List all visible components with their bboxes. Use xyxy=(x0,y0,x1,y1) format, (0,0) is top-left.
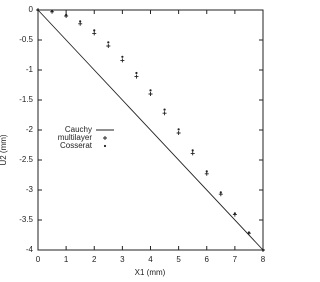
dot-marker xyxy=(219,191,222,194)
dot-marker xyxy=(36,8,40,12)
legend-swatch xyxy=(103,136,107,140)
dot-marker xyxy=(163,108,166,111)
y-tick-label: -2.5 xyxy=(19,155,33,164)
x-tick-label: 1 xyxy=(64,255,69,264)
x-tick-label: 2 xyxy=(92,255,97,264)
dot-marker xyxy=(191,149,194,152)
dot-marker xyxy=(135,71,138,75)
plus-marker xyxy=(162,111,167,116)
y-tick-label: -2 xyxy=(26,125,34,134)
dot-marker xyxy=(93,29,96,32)
dot-marker xyxy=(65,13,68,16)
y-axis-label: U2 (mm) xyxy=(0,134,8,165)
dot-marker xyxy=(233,212,236,215)
x-tick-label: 6 xyxy=(205,255,210,264)
y-tick-label: -1.5 xyxy=(19,95,33,104)
y-tick-label: -3 xyxy=(26,185,34,194)
dot-marker xyxy=(149,89,152,92)
x-axis-label: X1 (mm) xyxy=(135,268,166,277)
legend-swatch xyxy=(103,144,107,148)
series-line xyxy=(37,9,264,251)
y-tick-label: 0 xyxy=(29,5,34,14)
x-tick-label: 7 xyxy=(233,255,238,264)
dot-marker xyxy=(79,20,82,23)
plus-marker xyxy=(176,131,181,135)
dot-marker xyxy=(121,55,124,58)
dot-marker xyxy=(50,10,54,13)
legend-label: Cauchy xyxy=(65,125,92,134)
y-tick-label: -3.5 xyxy=(19,215,33,224)
dot-marker xyxy=(247,231,251,234)
x-tick-label: 3 xyxy=(120,255,125,264)
plus-marker xyxy=(134,74,139,79)
plus-marker xyxy=(190,151,195,156)
plus-marker xyxy=(106,44,111,48)
x-tick-label: 4 xyxy=(148,255,153,264)
dot-marker xyxy=(205,170,208,173)
dot-marker xyxy=(107,41,110,44)
dot-marker xyxy=(261,248,265,252)
y-tick-label: -1 xyxy=(26,65,34,74)
dot-marker xyxy=(177,128,180,131)
x-tick-label: 5 xyxy=(176,255,181,264)
plus-marker xyxy=(92,31,97,36)
y-tick-label: -4 xyxy=(26,245,34,254)
plus-marker xyxy=(120,58,125,63)
legend-label: Cosserat xyxy=(60,141,93,150)
legend-label: multilayer xyxy=(58,133,93,142)
plus-marker xyxy=(148,92,153,96)
x-tick-label: 8 xyxy=(261,255,266,264)
y-tick-label: -0.5 xyxy=(19,35,33,44)
x-tick-label: 0 xyxy=(36,255,41,264)
